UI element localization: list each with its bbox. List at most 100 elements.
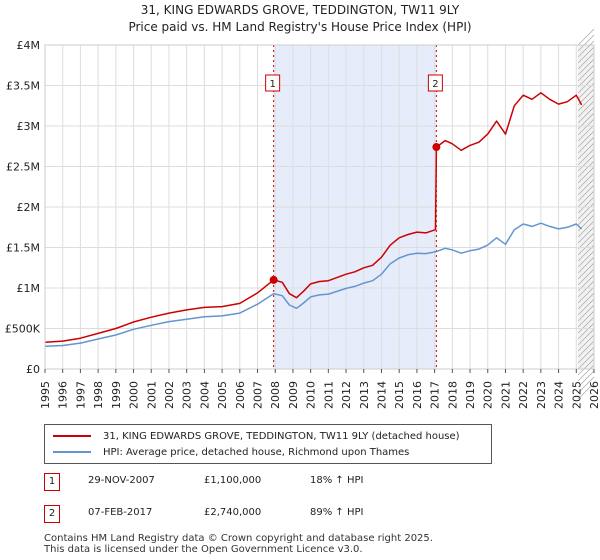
forecast-hatch-line	[577, 70, 595, 88]
legend-label-property: 31, KING EDWARDS GROVE, TEDDINGTON, TW11…	[103, 430, 460, 442]
transaction-number-badge: 2	[44, 505, 60, 523]
forecast-hatch-line	[577, 148, 595, 166]
transaction-price: £2,740,000	[204, 507, 262, 518]
forecast-hatch-line	[577, 280, 595, 298]
legend-swatch-hpi	[53, 451, 91, 453]
y-tick-label: £3.5M	[6, 80, 40, 93]
transaction-price: £1,100,000	[204, 475, 262, 486]
sale-point	[432, 143, 441, 152]
x-tick-label: 2009	[287, 381, 300, 409]
x-tick-label: 2020	[482, 381, 495, 409]
forecast-hatch-line	[577, 328, 595, 346]
x-tick-label: 2022	[517, 381, 530, 409]
y-tick-label: £4M	[17, 39, 41, 52]
forecast-hatch-line	[577, 28, 595, 46]
x-tick-label: 2011	[322, 381, 335, 409]
sale-point	[269, 275, 278, 284]
x-tick-label: 2013	[358, 381, 371, 409]
forecast-hatch-line	[577, 250, 595, 268]
x-tick-label: 2008	[269, 381, 282, 409]
legend-swatch-property	[53, 435, 91, 437]
y-tick-label: £3M	[17, 120, 41, 133]
x-tick-label: 2023	[535, 381, 548, 409]
transaction-number-badge: 1	[44, 473, 60, 491]
x-tick-label: 2001	[145, 381, 158, 409]
x-tick-label: 2018	[446, 381, 459, 409]
x-tick-label: 1999	[110, 381, 123, 409]
transaction-date: 07-FEB-2017	[88, 507, 153, 518]
forecast-hatch-line	[577, 184, 595, 202]
forecast-hatch-line	[577, 94, 595, 112]
x-tick-label: 2006	[234, 381, 247, 409]
sale-marker-label: 2	[432, 79, 438, 90]
forecast-hatch-line	[577, 304, 595, 322]
forecast-hatch-line	[577, 100, 595, 118]
x-tick-label: 2026	[588, 381, 600, 409]
x-tick-label: 2005	[216, 381, 229, 409]
forecast-hatch-line	[577, 268, 595, 286]
forecast-hatch-line	[577, 154, 595, 172]
x-tick-label: 2010	[305, 381, 318, 409]
forecast-hatch-line	[577, 334, 595, 352]
forecast-hatch-line	[577, 298, 595, 316]
forecast-hatch-line	[577, 118, 595, 136]
y-tick-label: £1M	[17, 282, 41, 295]
forecast-hatch-line	[577, 136, 595, 154]
x-tick-label: 2002	[163, 381, 176, 409]
sale-marker-label: 1	[269, 79, 275, 90]
x-tick-label: 2014	[375, 381, 388, 409]
sale-marker-box	[265, 74, 281, 92]
price-chart: 1 2 £0 £500K £1M £1.5M £2M £2.5M £3M £3.5M £4M 199…	[5, 28, 600, 409]
x-tick-label: 2012	[340, 381, 353, 409]
forecast-hatch-line	[577, 172, 595, 190]
forecast-hatch-line	[577, 310, 595, 328]
x-tick-label: 1997	[74, 381, 87, 409]
forecast-hatch-line	[577, 166, 595, 184]
forecast-hatch-line	[577, 364, 595, 382]
x-tick-label: 2004	[198, 381, 211, 409]
x-tick-label: 1996	[57, 381, 70, 409]
forecast-hatch-line	[577, 286, 595, 304]
x-tick-label: 2003	[181, 381, 194, 409]
forecast-hatch-line	[577, 124, 595, 142]
forecast-hatch-line	[577, 370, 595, 388]
forecast-hatch-line	[577, 262, 595, 280]
forecast-hatch-line	[577, 130, 595, 148]
forecast-hatch-line	[577, 226, 595, 244]
legend-item-hpi: HPI: Average price, detached house, Rich…	[53, 444, 409, 460]
forecast-hatch-line	[577, 340, 595, 358]
forecast-hatch-line	[577, 58, 595, 76]
transaction-date: 29-NOV-2007	[88, 475, 155, 486]
forecast-hatch-line	[577, 292, 595, 310]
footer-licence: This data is licensed under the Open Gov…	[44, 544, 363, 555]
forecast-hatch-line	[577, 40, 595, 58]
x-tick-label: 2017	[429, 381, 442, 409]
x-tick-label: 2019	[464, 381, 477, 409]
sale-marker-box	[427, 74, 443, 92]
legend: 31, KING EDWARDS GROVE, TEDDINGTON, TW11…	[44, 424, 492, 464]
forecast-hatch-line	[577, 256, 595, 274]
forecast-hatch-line	[577, 232, 595, 250]
x-tick-label: 2025	[570, 381, 583, 409]
x-tick-label: 2021	[499, 381, 512, 409]
forecast-hatch-line	[577, 52, 595, 70]
transaction-hpi-change: 18% ↑ HPI	[310, 475, 364, 486]
forecast-hatch-line	[577, 352, 595, 370]
forecast-hatch-line	[577, 322, 595, 340]
hpi-line	[44, 222, 583, 348]
forecast-hatch-line	[577, 142, 595, 160]
forecast-hatch-line	[577, 316, 595, 334]
transaction-row: 2 07-FEB-2017 £2,740,000 89% ↑ HPI	[44, 505, 464, 525]
forecast-hatch-line	[577, 46, 595, 64]
footer-copyright: Contains HM Land Registry data © Crown c…	[44, 533, 433, 544]
forecast-hatch-line	[577, 196, 595, 214]
transaction-hpi-change: 89% ↑ HPI	[310, 507, 364, 518]
chart-subtitle: Price paid vs. HM Land Registry's House …	[128, 20, 472, 34]
y-tick-label: £1.5M	[6, 242, 40, 255]
x-tick-label: 2016	[411, 381, 424, 409]
forecast-hatch-line	[577, 358, 595, 376]
y-tick-label: £0	[26, 363, 40, 376]
legend-label-hpi: HPI: Average price, detached house, Rich…	[103, 446, 410, 458]
forecast-hatch-line	[577, 160, 595, 178]
forecast-hatch-line	[577, 64, 595, 82]
